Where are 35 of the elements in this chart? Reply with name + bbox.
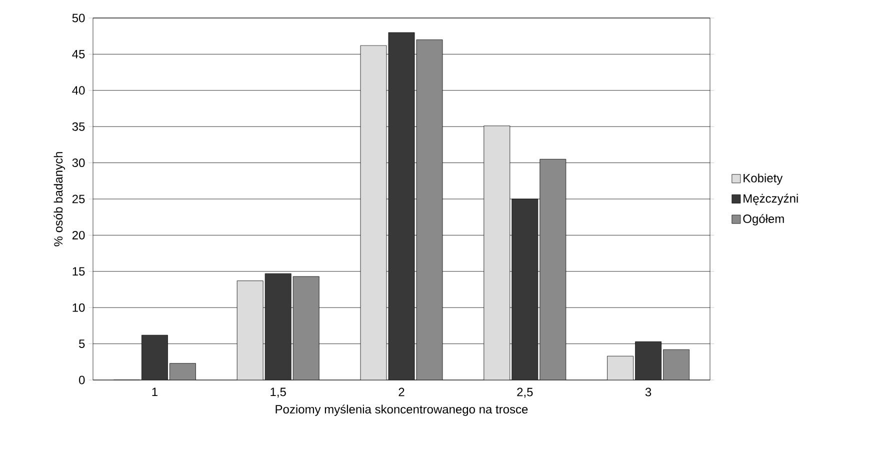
- legend-label: Ogółem: [743, 214, 784, 226]
- y-tick-label: 45: [72, 50, 85, 58]
- y-tick-label: 35: [72, 122, 85, 131]
- x-tick-label: 3: [645, 388, 652, 396]
- y-tick-label: 10: [72, 303, 85, 312]
- legend-label: Mężczyźni: [744, 194, 798, 206]
- x-axis-title: Poziomy myślenia skoncentrowanego na trosce: [276, 404, 528, 416]
- bar: [607, 356, 634, 380]
- bar: [236, 280, 264, 380]
- bar: [292, 276, 320, 380]
- bar: [264, 273, 292, 380]
- y-axis-title: % osób badanych: [54, 152, 65, 246]
- x-tick-label: 2,5: [517, 388, 533, 398]
- bar: [142, 334, 168, 380]
- legend-label: Kobiety: [744, 174, 783, 185]
- bar: [388, 32, 415, 380]
- y-tick-label: 0: [78, 376, 85, 384]
- bar: [360, 45, 387, 380]
- x-tick-label: 1: [152, 388, 158, 396]
- bar: [170, 363, 196, 380]
- y-tick-label: 25: [72, 194, 85, 204]
- y-tick-label: 20: [72, 230, 85, 240]
- y-tick-label: 30: [72, 158, 85, 168]
- bar: [512, 198, 538, 380]
- y-tick-label: 40: [72, 86, 85, 95]
- x-tick-label: 1,5: [270, 388, 286, 398]
- bar: [635, 341, 662, 380]
- bar: [484, 126, 510, 380]
- y-tick-label: 5: [79, 340, 85, 348]
- y-tick-label: 15: [72, 267, 85, 276]
- bar: [540, 158, 566, 380]
- y-tick-label: 50: [72, 14, 85, 22]
- bar: [663, 349, 690, 380]
- bar: [416, 40, 443, 380]
- x-tick-label: 2: [398, 388, 404, 396]
